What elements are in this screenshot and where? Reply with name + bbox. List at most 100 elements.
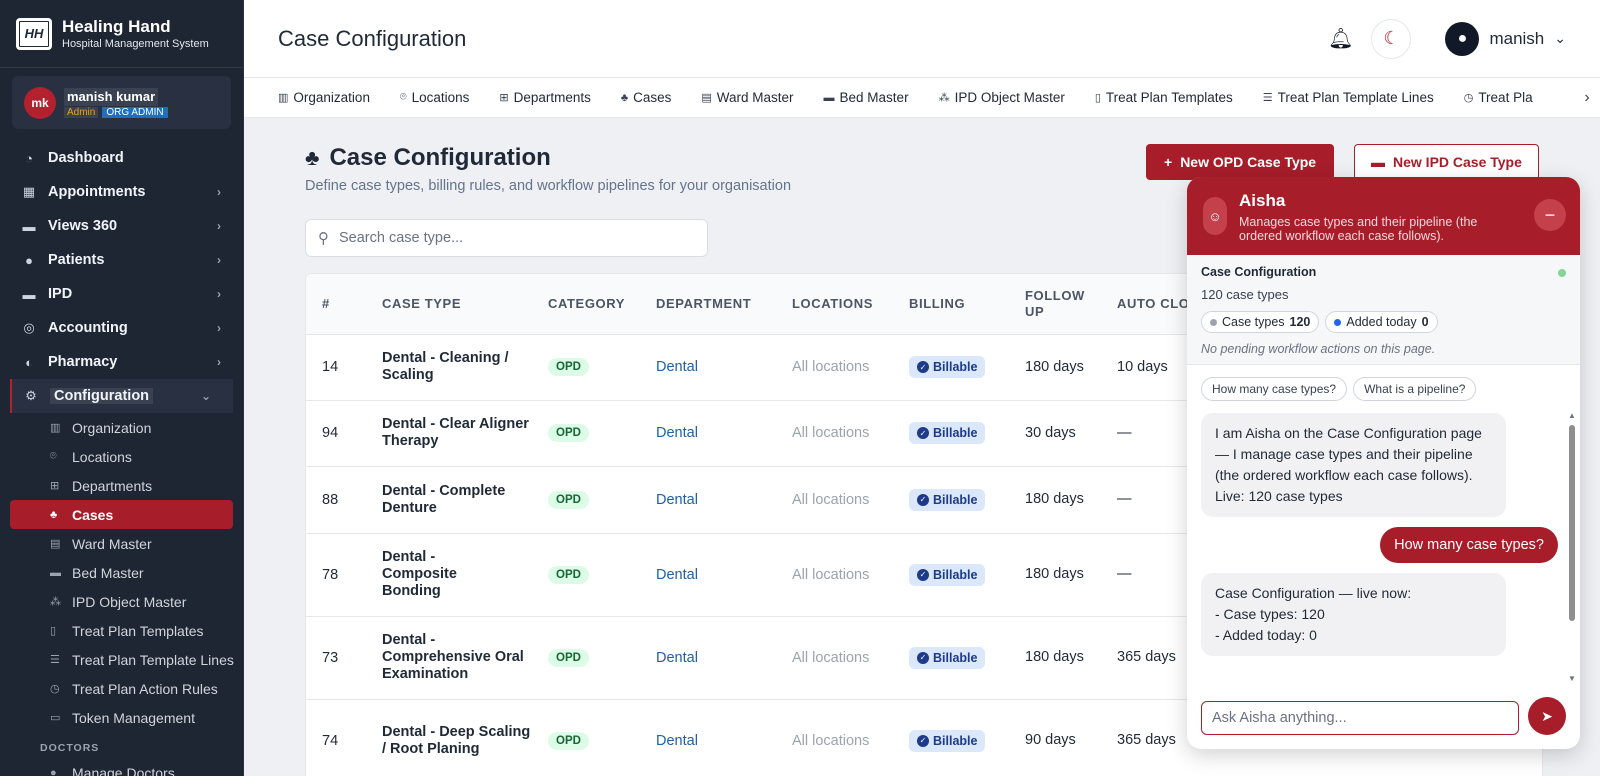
subnav-departments[interactable]: ⊞ Departments — [499, 90, 591, 105]
cell-department[interactable]: Dental — [640, 533, 776, 617]
cell-locations: All locations — [776, 699, 893, 776]
table-row[interactable]: 74 Dental - Deep Scaling / Root Planing … — [306, 699, 1542, 776]
sitemap-icon: ♣ — [620, 91, 629, 104]
sidebar-item-dashboard[interactable]: ◔ Dashboard — [0, 141, 243, 175]
sidebar-subitem-ipd-object-master[interactable]: ⁂ IPD Object Master — [0, 587, 243, 616]
scroll-down-arrow-icon[interactable]: ▼ — [1568, 674, 1576, 683]
sidebar-subitem-cases[interactable]: ♣ Cases — [10, 500, 233, 529]
sidebar-subitem-treat-plan-templates[interactable]: ▯ Treat Plan Templates — [0, 616, 243, 645]
search-box[interactable]: ⚲ — [305, 219, 708, 257]
sidebar-item-label: Views 360 — [48, 218, 118, 234]
sidebar-item-configuration[interactable]: ⚙ Configuration ⌄ — [10, 379, 233, 413]
chat-input-box[interactable] — [1201, 701, 1519, 735]
chevron-right-icon: › — [217, 355, 221, 369]
subnav-organization[interactable]: ▥ Organization — [278, 90, 370, 105]
message-scrollbar[interactable]: ▲ ▼ — [1568, 411, 1576, 683]
sidebar-item-ipd[interactable]: ▬ IPD › — [0, 277, 243, 311]
sidebar-item-patients[interactable]: ● Patients › — [0, 243, 243, 277]
bell-icon[interactable]: 🔔︎ — [1328, 28, 1354, 50]
user-card[interactable]: mk manish kumar Admin ORG ADMIN — [12, 76, 231, 129]
profile-menu[interactable]: ● manish ⌄ — [1445, 21, 1566, 56]
sidebar-subitem-ward-master[interactable]: ▤ Ward Master — [0, 529, 243, 558]
sidebar-subitem-treat-plan-action-rules[interactable]: ◷ Treat Plan Action Rules — [0, 674, 243, 703]
sidebar-subitem-treat-plan-template-lines[interactable]: ☰ Treat Plan Template Lines — [0, 645, 243, 674]
billing-badge: ✓ Billable — [909, 422, 986, 444]
col-header-category[interactable]: CATEGORY — [532, 274, 640, 335]
send-button[interactable]: ➤ — [1528, 697, 1566, 735]
check-circle-icon: ✓ — [917, 568, 929, 581]
subnav-ipd-object-master[interactable]: ⁂ IPD Object Master — [939, 90, 1065, 105]
cell-case-type[interactable]: Dental - Complete Denture — [366, 466, 532, 534]
subnav-scroll-right-button[interactable]: › — [1574, 78, 1600, 117]
stat-pill-case-types: Case types 120 — [1201, 311, 1320, 333]
col-header-case-type[interactable]: CASE TYPE — [366, 274, 532, 335]
context-note: No pending workflow actions on this page… — [1201, 342, 1436, 356]
bed-icon: ▬ — [50, 566, 61, 579]
cell-id: 94 — [306, 400, 366, 467]
subnav-ward-master[interactable]: ▤ Ward Master — [701, 90, 793, 105]
col-header-billing[interactable]: BILLING — [893, 274, 1009, 335]
sidebar-item-label: IPD — [48, 286, 73, 302]
bed-icon: ▬ — [22, 286, 36, 302]
sidebar-subitem-bed-master[interactable]: ▬ Bed Master — [0, 558, 243, 587]
check-circle-icon: ✓ — [917, 493, 929, 506]
subnav-treat-plan-templates[interactable]: ▯ Treat Plan Templates — [1095, 90, 1233, 105]
subnav-cases[interactable]: ♣ Cases — [621, 90, 671, 105]
new-ipd-case-type-button[interactable]: ▬ New IPD Case Type — [1354, 144, 1539, 180]
stat-pill-added-today: Added today 0 — [1325, 311, 1438, 333]
sidebar-subitem-label: IPD Object Master — [72, 593, 187, 610]
cell-department[interactable]: Dental — [640, 334, 776, 401]
bed-icon: ▬ — [1371, 154, 1385, 170]
cell-billing: ✓ Billable — [893, 699, 1009, 776]
sidebar-subitem-organization[interactable]: ▥ Organization — [0, 413, 243, 442]
chevron-right-icon: › — [217, 287, 221, 301]
minimize-chat-button[interactable]: − — [1534, 199, 1566, 231]
cell-category: OPD — [532, 699, 640, 776]
sidebar-item-appointments[interactable]: ▦ Appointments › — [0, 175, 243, 209]
brand-subtitle: Hospital Management System — [62, 37, 209, 50]
subnav-bed-master[interactable]: ▬ Bed Master — [824, 90, 909, 105]
page-title: Case Configuration — [278, 25, 467, 51]
sidebar-subitem-locations[interactable]: ⌾ Locations — [0, 442, 243, 471]
sidebar-item-views-360[interactable]: ▬ Views 360 › — [0, 209, 243, 243]
new-opd-case-type-button[interactable]: + New OPD Case Type — [1146, 144, 1335, 180]
sidebar-item-accounting[interactable]: ◎ Accounting › — [0, 311, 243, 345]
col-header-follow-up[interactable]: FOLLOW UP — [1009, 274, 1101, 335]
cell-case-type[interactable]: Dental - Comprehensive Oral Examination — [366, 616, 532, 700]
dot-icon — [1334, 318, 1342, 326]
subnav-treat-plan-action-rules[interactable]: ◷ Treat Pla — [1464, 90, 1533, 105]
subnav-locations[interactable]: ⌾ Locations — [400, 90, 469, 105]
bed-icon: ▬ — [22, 218, 36, 234]
suggestion-chip[interactable]: What is a pipeline? — [1353, 377, 1477, 401]
col-header-department[interactable]: DEPARTMENT — [640, 274, 776, 335]
cell-case-type[interactable]: Dental - Clear Aligner Therapy — [366, 400, 532, 467]
sidebar: HH Healing Hand Hospital Management Syst… — [0, 0, 244, 776]
cell-case-type[interactable]: Dental - Deep Scaling / Root Planing — [366, 699, 532, 776]
org-role-badge: ORG ADMIN — [102, 106, 168, 118]
sidebar-item-pharmacy[interactable]: ◐ Pharmacy › — [0, 345, 243, 379]
chat-input[interactable] — [1212, 710, 1508, 726]
cell-department[interactable]: Dental — [640, 616, 776, 700]
brand[interactable]: HH Healing Hand Hospital Management Syst… — [0, 0, 243, 68]
cell-department[interactable]: Dental — [640, 400, 776, 467]
scroll-up-arrow-icon[interactable]: ▲ — [1568, 411, 1576, 420]
scrollbar-thumb[interactable] — [1569, 425, 1575, 621]
col-header-locations[interactable]: LOCATIONS — [776, 274, 893, 335]
clipboard-icon: ▯ — [1094, 92, 1101, 104]
subnav-treat-plan-template-lines[interactable]: ☰ Treat Plan Template Lines — [1263, 90, 1434, 105]
cell-case-type[interactable]: Dental - Composite Bonding — [366, 533, 532, 617]
section-title: Case Configuration — [329, 144, 551, 171]
sidebar-subitem-token-management[interactable]: ▭ Token Management — [0, 703, 243, 732]
search-input[interactable] — [339, 230, 695, 246]
cell-follow-up: 180 days — [1009, 533, 1101, 617]
sidebar-subitem-departments[interactable]: ⊞ Departments — [0, 471, 243, 500]
billing-label: Billable — [933, 650, 978, 665]
chevron-right-icon: › — [217, 185, 221, 199]
cell-department[interactable]: Dental — [640, 466, 776, 534]
sidebar-subitem-manage-doctors[interactable]: ● Manage Doctors — [0, 758, 243, 776]
cell-department[interactable]: Dental — [640, 699, 776, 776]
cell-case-type[interactable]: Dental - Cleaning / Scaling — [366, 334, 532, 401]
col-header-id[interactable]: # — [306, 274, 366, 335]
theme-toggle-button[interactable]: ☾ — [1371, 18, 1412, 59]
suggestion-chip[interactable]: How many case types? — [1201, 377, 1348, 401]
